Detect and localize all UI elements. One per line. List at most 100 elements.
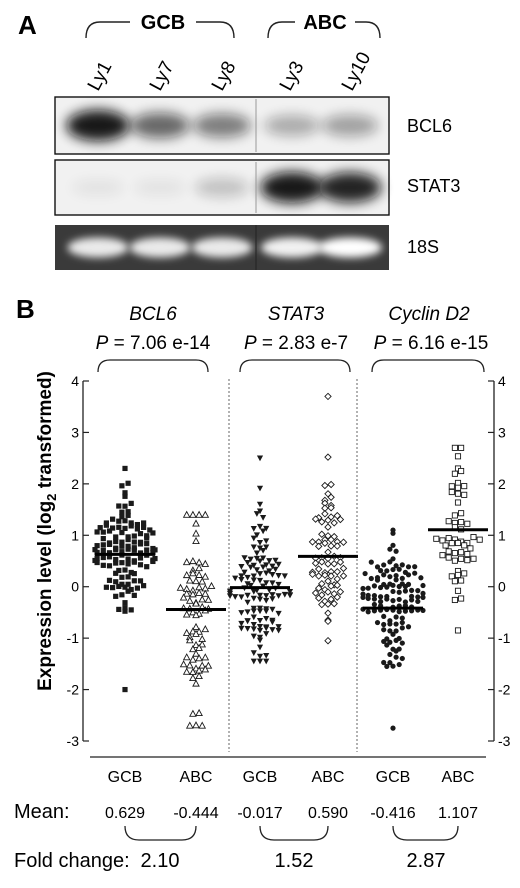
data-point	[445, 535, 452, 542]
data-point	[122, 608, 128, 614]
data-point	[250, 526, 257, 532]
data-point	[339, 572, 348, 580]
data-point	[144, 535, 150, 541]
data-point	[185, 721, 194, 729]
data-point	[256, 545, 264, 552]
data-point	[439, 537, 446, 544]
y-tick-label: -2	[67, 682, 80, 698]
data-point	[192, 529, 200, 537]
data-point	[244, 581, 251, 587]
data-point	[314, 572, 323, 580]
data-point	[461, 542, 468, 549]
mean-value: 1.107	[438, 805, 478, 822]
data-point	[390, 631, 396, 637]
data-point	[182, 628, 191, 636]
data-point	[360, 585, 366, 592]
data-point	[244, 574, 251, 581]
data-point	[454, 539, 462, 547]
data-point	[311, 515, 320, 523]
data-point	[189, 673, 197, 682]
data-point	[100, 535, 106, 542]
data-point	[263, 593, 270, 599]
data-point	[122, 567, 128, 573]
data-point	[122, 605, 128, 611]
data-point	[321, 571, 329, 579]
blot-label-18s: 18S	[407, 237, 439, 257]
data-point	[119, 574, 125, 580]
data-point	[94, 555, 100, 561]
data-point	[119, 592, 125, 598]
data-point	[137, 531, 144, 537]
data-point	[256, 592, 264, 599]
data-point	[418, 575, 424, 581]
cyclin-d2-bracket	[371, 359, 485, 373]
data-point	[409, 587, 415, 593]
data-point	[238, 620, 245, 627]
data-point	[131, 559, 137, 565]
data-point	[92, 547, 98, 553]
data-point	[189, 608, 197, 616]
data-point	[238, 577, 245, 583]
data-point	[113, 570, 119, 576]
data-point	[330, 519, 338, 527]
data-point	[131, 592, 137, 598]
data-point	[144, 564, 150, 570]
data-point	[381, 627, 387, 633]
data-point	[433, 535, 440, 542]
data-point	[122, 584, 128, 590]
x-group-label: ABC	[442, 769, 475, 786]
data-point	[116, 583, 122, 590]
data-point	[381, 638, 387, 645]
stat3-blot	[54, 159, 390, 216]
panel-a-label: A	[18, 10, 37, 40]
data-point	[103, 584, 109, 590]
x-group-label: GCB	[376, 769, 411, 786]
data-point	[390, 542, 396, 548]
data-point	[189, 709, 197, 717]
data-point	[321, 510, 329, 518]
data-point	[116, 518, 122, 524]
data-point	[244, 626, 251, 632]
data-point	[396, 596, 402, 603]
data-point	[396, 609, 402, 615]
data-point	[384, 568, 390, 574]
data-point	[314, 565, 323, 573]
data-point	[244, 592, 251, 599]
18s-gel	[55, 225, 389, 270]
data-point	[131, 539, 137, 545]
data-point	[336, 515, 345, 524]
data-point	[94, 559, 100, 566]
data-point	[286, 588, 294, 595]
data-point	[256, 634, 264, 641]
data-point	[179, 593, 188, 601]
data-point	[470, 534, 477, 541]
data-point	[393, 577, 399, 583]
data-point	[232, 594, 239, 600]
fold-change-value: 2.87	[407, 850, 446, 872]
data-point	[256, 455, 264, 462]
data-point	[451, 550, 458, 557]
data-point	[333, 593, 342, 601]
data-point	[454, 627, 462, 634]
data-point	[387, 628, 393, 634]
data-point	[195, 654, 203, 662]
data-point	[263, 652, 270, 659]
data-point	[286, 592, 294, 599]
data-point	[141, 524, 147, 531]
data-point	[405, 572, 412, 578]
data-point	[387, 621, 393, 627]
data-point	[113, 593, 119, 599]
data-point	[253, 550, 260, 557]
data-point	[256, 523, 264, 530]
data-point	[402, 588, 408, 594]
blot-band	[264, 115, 320, 136]
data-point	[250, 588, 257, 595]
data-point	[314, 594, 323, 602]
data-point	[185, 596, 194, 604]
data-point	[311, 559, 320, 567]
data-point	[333, 575, 342, 583]
data-point	[238, 610, 245, 616]
data-point	[241, 555, 248, 561]
data-point	[189, 590, 197, 598]
data-point	[189, 655, 197, 663]
